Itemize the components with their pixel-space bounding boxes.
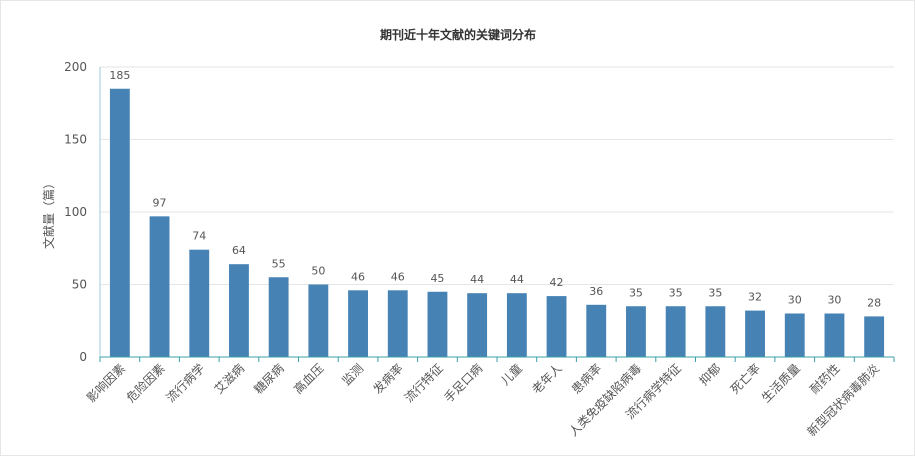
data-label: 32: [748, 291, 762, 304]
category-label: 影响因素: [83, 361, 128, 406]
data-label: 46: [351, 270, 365, 283]
data-label: 30: [788, 294, 802, 307]
x-axis: [99, 356, 895, 362]
bar: [387, 290, 408, 357]
y-tick-label: 100: [64, 205, 87, 219]
bar: [506, 293, 527, 357]
category-label: 艾滋病: [211, 361, 247, 397]
chart-title: 期刊近十年文献的关键词分布: [380, 27, 536, 42]
bar: [268, 277, 289, 357]
category-label: 死亡率: [727, 361, 763, 397]
category-label: 发病率: [370, 361, 406, 397]
category-label: 患病率: [568, 361, 604, 397]
data-label: 35: [708, 286, 722, 299]
bar: [229, 264, 249, 357]
category-label: 高血压: [290, 361, 326, 397]
bar: [784, 313, 805, 357]
category-label: 人类免疫缺陷病毒: [566, 361, 644, 439]
data-label: 44: [470, 273, 484, 286]
bar: [745, 310, 765, 357]
category-label: 流行特征: [401, 361, 446, 406]
category-label: 新型冠状病毒肺炎: [804, 361, 882, 439]
bar: [149, 216, 170, 357]
y-tick-label: 200: [64, 60, 87, 74]
bar: [864, 316, 885, 357]
bar: [705, 306, 726, 357]
category-label: 儿童: [497, 361, 525, 389]
category-label: 生活质量: [759, 361, 803, 405]
category-label: 手足口病: [441, 361, 486, 406]
data-label: 46: [391, 270, 405, 283]
category-label: 危险因素: [123, 361, 168, 406]
category-label: 监测: [339, 361, 366, 388]
bar: [586, 304, 607, 357]
data-label: 74: [192, 230, 206, 243]
data-label: 30: [827, 294, 841, 307]
data-label: 50: [311, 265, 325, 278]
bar: [189, 249, 210, 357]
bar: [467, 293, 488, 357]
data-label: 185: [109, 69, 130, 82]
gridlines: [99, 66, 894, 357]
category-label: 耐药性: [807, 361, 842, 396]
category-labels: 影响因素危险因素流行病学 艾滋病 糖尿病 高血压 监测 发病率流行特征手足口病 儿童 老年人患…: [83, 361, 882, 439]
data-label: 64: [232, 244, 246, 257]
y-tick-label: 50: [72, 278, 87, 292]
bar: [427, 291, 448, 357]
y-tick-label: 0: [79, 350, 87, 364]
data-label: 35: [669, 286, 683, 299]
category-label: 糖尿病: [251, 361, 287, 397]
data-label: 55: [272, 257, 286, 270]
data-label: 45: [430, 272, 444, 285]
bar: [824, 313, 845, 357]
data-label: 42: [550, 276, 564, 289]
category-label: 流行病学: [163, 361, 208, 406]
y-tick-labels: 0 50 100 150 200: [64, 60, 87, 364]
category-label: 老年人: [529, 361, 564, 396]
bar: [546, 296, 567, 357]
data-label: 35: [629, 286, 643, 299]
data-label: 36: [589, 285, 603, 298]
bar: [626, 306, 646, 357]
y-axis-label: 文献量（篇）: [41, 177, 56, 249]
data-label: 97: [153, 196, 167, 209]
data-labels: 185 97 74 64 55 50 46 46 45 44 44 42 36 35 35 35 32 30 30 2…: [109, 69, 881, 310]
data-label: 28: [867, 296, 881, 309]
bar: [109, 88, 130, 357]
bar: [308, 284, 329, 357]
bar: [665, 306, 686, 357]
bars: [109, 88, 885, 357]
data-label: 44: [510, 273, 524, 286]
category-label: 抑郁: [696, 361, 724, 389]
bar: [348, 290, 368, 357]
y-tick-label: 150: [64, 133, 87, 147]
